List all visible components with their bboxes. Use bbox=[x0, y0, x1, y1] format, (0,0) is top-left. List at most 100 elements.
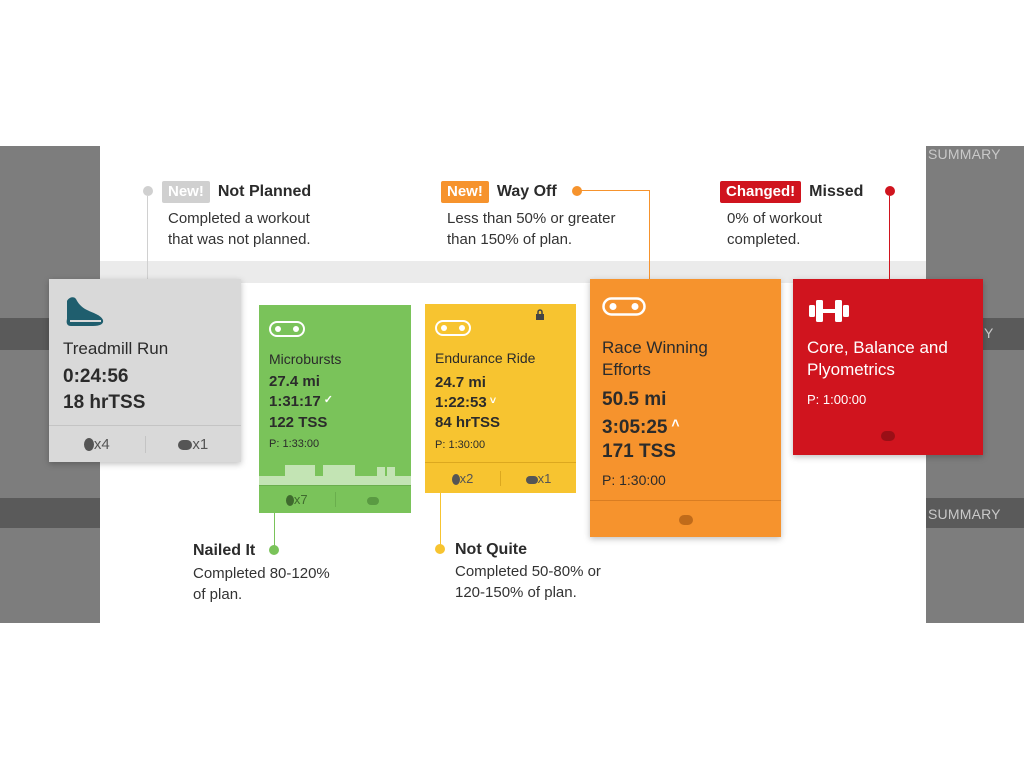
desc-line: 0% of workout bbox=[727, 210, 823, 227]
name-line: Efforts bbox=[602, 360, 651, 379]
missed-marker bbox=[885, 186, 895, 196]
comments-count[interactable]: x1 bbox=[501, 471, 576, 486]
comments-count[interactable] bbox=[336, 492, 412, 507]
workout-name: Core, Balance and Plyometrics bbox=[807, 337, 948, 381]
legend-title: Missed bbox=[809, 183, 864, 200]
chevron-down-icon: ˅ bbox=[486, 395, 497, 407]
medals-count[interactable]: x2 bbox=[425, 470, 501, 486]
workout-duration: 1:31:17 ✓ bbox=[269, 393, 333, 410]
desc-line: completed. bbox=[727, 231, 801, 248]
card-footer: x7 bbox=[259, 485, 411, 513]
duration-value: 1:31:17 bbox=[269, 393, 321, 410]
legend-not-planned: New! Not Planned bbox=[162, 181, 311, 203]
medal-icon bbox=[451, 473, 460, 485]
desc-line: Completed a workout bbox=[168, 210, 310, 227]
planned-duration: P: 1:33:00 bbox=[269, 438, 320, 450]
not-planned-connector bbox=[147, 196, 148, 280]
chevron-up-icon: ˄ bbox=[667, 415, 680, 431]
summary-label-bottom[interactable]: SUMMARY bbox=[928, 506, 1001, 522]
workout-card-microbursts[interactable]: Microbursts 27.4 mi 1:31:17 ✓ 122 TSS P:… bbox=[259, 305, 411, 513]
running-shoe-icon bbox=[66, 297, 104, 326]
medals-label: x7 bbox=[293, 492, 308, 507]
comment-icon bbox=[678, 514, 693, 525]
workout-duration: 1:22:53 ˅ bbox=[435, 394, 496, 411]
comment-icon bbox=[178, 439, 193, 450]
medal-icon bbox=[285, 495, 294, 506]
card-footer bbox=[793, 415, 983, 455]
comment-icon bbox=[525, 475, 538, 484]
background-right-bottom bbox=[926, 528, 1024, 623]
workout-graph bbox=[259, 465, 411, 485]
name-line: Plyometrics bbox=[807, 360, 895, 379]
duration-value: 3:05:25 bbox=[602, 417, 668, 438]
new-badge: New! bbox=[162, 181, 210, 203]
not-quite-marker bbox=[435, 544, 445, 554]
workout-name: Treadmill Run bbox=[63, 339, 169, 358]
name-line: Race Winning bbox=[602, 338, 708, 357]
workout-card-endurance[interactable]: Endurance Ride 24.7 mi 1:22:53 ˅ 84 hrTS… bbox=[425, 304, 576, 493]
desc-line: Less than 50% or greater bbox=[447, 210, 616, 227]
workout-card-core[interactable]: Core, Balance and Plyometrics P: 1:00:00 bbox=[793, 279, 983, 455]
legend-way-off-desc: Less than 50% or greater than 150% of pl… bbox=[447, 208, 615, 250]
legend-nailed-it-desc: Completed 80-120% of plan. bbox=[193, 563, 330, 605]
name-line: Core, Balance and bbox=[807, 338, 948, 357]
bike-chain-icon bbox=[435, 320, 471, 336]
new-badge: New! bbox=[441, 181, 489, 203]
desc-line: that was not planned. bbox=[168, 231, 311, 248]
workout-tss: 122 TSS bbox=[269, 414, 328, 431]
comment-icon bbox=[367, 497, 380, 505]
comments-count[interactable] bbox=[590, 512, 781, 527]
medals-label: x4 bbox=[93, 435, 110, 453]
background-left-bottom bbox=[0, 528, 100, 623]
bike-chain-icon bbox=[602, 297, 646, 316]
desc-line: Completed 80-120% bbox=[193, 565, 330, 582]
changed-badge: Changed! bbox=[720, 181, 802, 203]
way-off-connector-v bbox=[649, 190, 650, 280]
workout-card-race[interactable]: Race Winning Efforts 50.5 mi 3:05:25 ˄ 1… bbox=[590, 279, 781, 537]
card-footer: x2 x1 bbox=[425, 462, 576, 493]
desc-line: 120-150% of plan. bbox=[455, 584, 577, 601]
background-left-row2 bbox=[0, 498, 100, 528]
workout-distance: 50.5 mi bbox=[602, 389, 667, 410]
comments-label: x1 bbox=[192, 435, 209, 453]
card-footer: x4 x1 bbox=[49, 425, 241, 462]
workout-tss: 171 TSS bbox=[602, 441, 676, 462]
way-off-marker bbox=[572, 186, 582, 196]
medals-label: x2 bbox=[459, 470, 474, 486]
not-planned-marker bbox=[143, 186, 153, 196]
legend-not-quite: Not Quite bbox=[455, 541, 527, 559]
workout-tss: 84 hrTSS bbox=[435, 414, 501, 431]
comments-label: x1 bbox=[537, 470, 552, 486]
background-right-row2 bbox=[926, 498, 1024, 528]
planned-duration: P: 1:30:00 bbox=[435, 439, 486, 451]
legend-not-planned-desc: Completed a workout that was not planned… bbox=[168, 208, 311, 250]
legend-nailed-it: Nailed It bbox=[193, 542, 255, 560]
workout-name: Race Winning Efforts bbox=[602, 337, 708, 381]
calendar-row-band bbox=[100, 261, 926, 283]
workout-duration: 3:05:25 ˄ bbox=[602, 415, 680, 439]
bike-chain-icon bbox=[269, 321, 305, 337]
medals-count[interactable]: x4 bbox=[49, 435, 146, 453]
dumbbell-icon bbox=[809, 300, 849, 322]
workout-card-treadmill[interactable]: Treadmill Run 0:24:56 18 hrTSS x4 x1 bbox=[49, 279, 241, 462]
legend-missed-desc: 0% of workout completed. bbox=[727, 208, 822, 250]
duration-value: 1:22:53 bbox=[435, 394, 487, 411]
medals-count[interactable]: x7 bbox=[259, 492, 336, 507]
way-off-connector-h bbox=[580, 190, 650, 191]
missed-connector bbox=[889, 196, 890, 280]
planned-duration: P: 1:30:00 bbox=[602, 472, 666, 488]
nailed-it-connector bbox=[274, 513, 275, 551]
card-footer bbox=[590, 500, 781, 537]
workout-name: Microbursts bbox=[269, 351, 342, 367]
comments-count[interactable] bbox=[793, 428, 983, 443]
summary-label-top[interactable]: SUMMARY bbox=[928, 146, 1001, 162]
desc-line: Completed 50-80% or bbox=[455, 563, 601, 580]
comments-count[interactable]: x1 bbox=[146, 436, 242, 453]
not-quite-connector bbox=[440, 493, 441, 549]
check-icon: ✓ bbox=[320, 394, 333, 406]
row-label-fragment: Y bbox=[984, 325, 994, 341]
workout-name: Endurance Ride bbox=[435, 350, 536, 366]
workout-duration: 0:24:56 bbox=[63, 366, 129, 387]
workout-tss: 18 hrTSS bbox=[63, 392, 146, 413]
legend-title: Nailed It bbox=[193, 542, 256, 559]
